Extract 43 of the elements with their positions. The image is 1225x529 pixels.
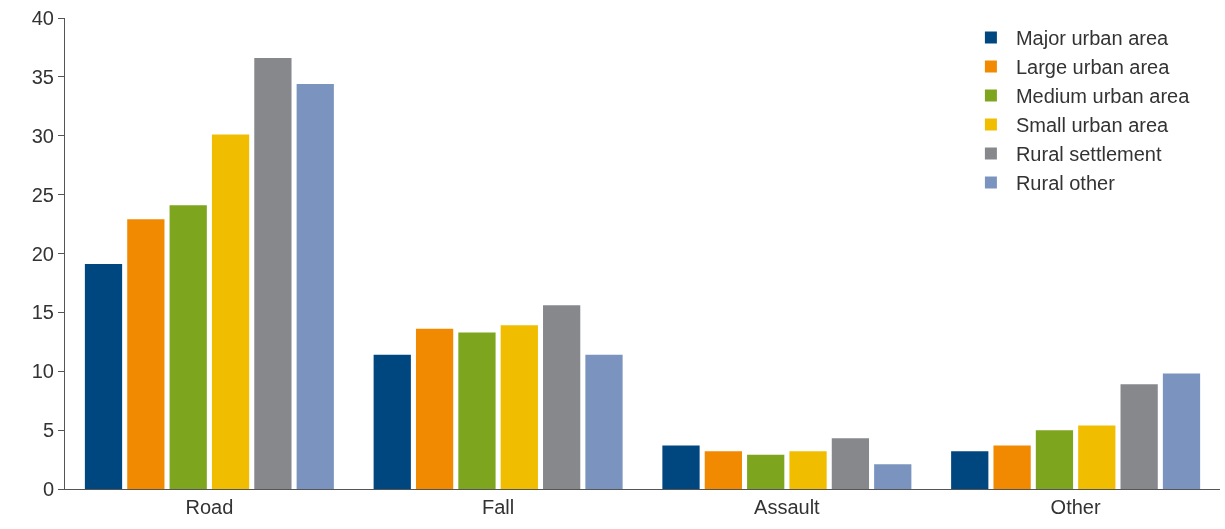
bar — [1120, 384, 1158, 489]
y-tick-label: 15 — [31, 301, 54, 324]
bar — [747, 454, 785, 489]
bar — [585, 354, 623, 489]
bar — [296, 83, 334, 489]
bar — [951, 451, 989, 489]
bar — [127, 219, 165, 489]
bar — [993, 445, 1031, 489]
bar — [789, 451, 827, 489]
bar — [704, 451, 742, 489]
legend-label: Large urban area — [1015, 56, 1171, 79]
y-tick-label: 0 — [42, 478, 54, 500]
bar — [500, 325, 538, 489]
bar — [254, 58, 292, 489]
bar — [211, 134, 250, 489]
legend-label: Rural settlement — [1015, 143, 1162, 166]
y-tick-label: 20 — [31, 242, 54, 265]
x-tick-label: Assault — [754, 496, 821, 518]
bar — [1078, 425, 1116, 489]
bar — [458, 332, 496, 489]
bar — [84, 264, 123, 489]
bar — [1162, 373, 1201, 489]
bar — [874, 464, 912, 489]
bar — [1035, 430, 1074, 489]
bar — [662, 445, 700, 489]
bar — [415, 328, 454, 489]
x-tick-label: Road — [185, 496, 234, 518]
y-tick-label: 30 — [31, 124, 54, 147]
bar — [543, 305, 581, 489]
legend-label: Small urban area — [1015, 114, 1170, 137]
bar — [373, 354, 411, 489]
y-tick-label: 35 — [31, 65, 54, 88]
x-tick-label: Fall — [482, 496, 515, 518]
legend-label: Rural other — [1015, 172, 1116, 195]
y-tick-label: 25 — [31, 183, 54, 206]
legend-label: Medium urban area — [1015, 85, 1191, 108]
y-tick-label: 40 — [31, 7, 54, 29]
y-tick-label: 5 — [42, 419, 54, 442]
bar — [169, 205, 207, 489]
y-tick-label: 10 — [31, 360, 54, 383]
bar — [831, 438, 870, 489]
x-tick-label: Other — [1050, 496, 1101, 518]
legend-label: Major urban area — [1015, 27, 1170, 50]
